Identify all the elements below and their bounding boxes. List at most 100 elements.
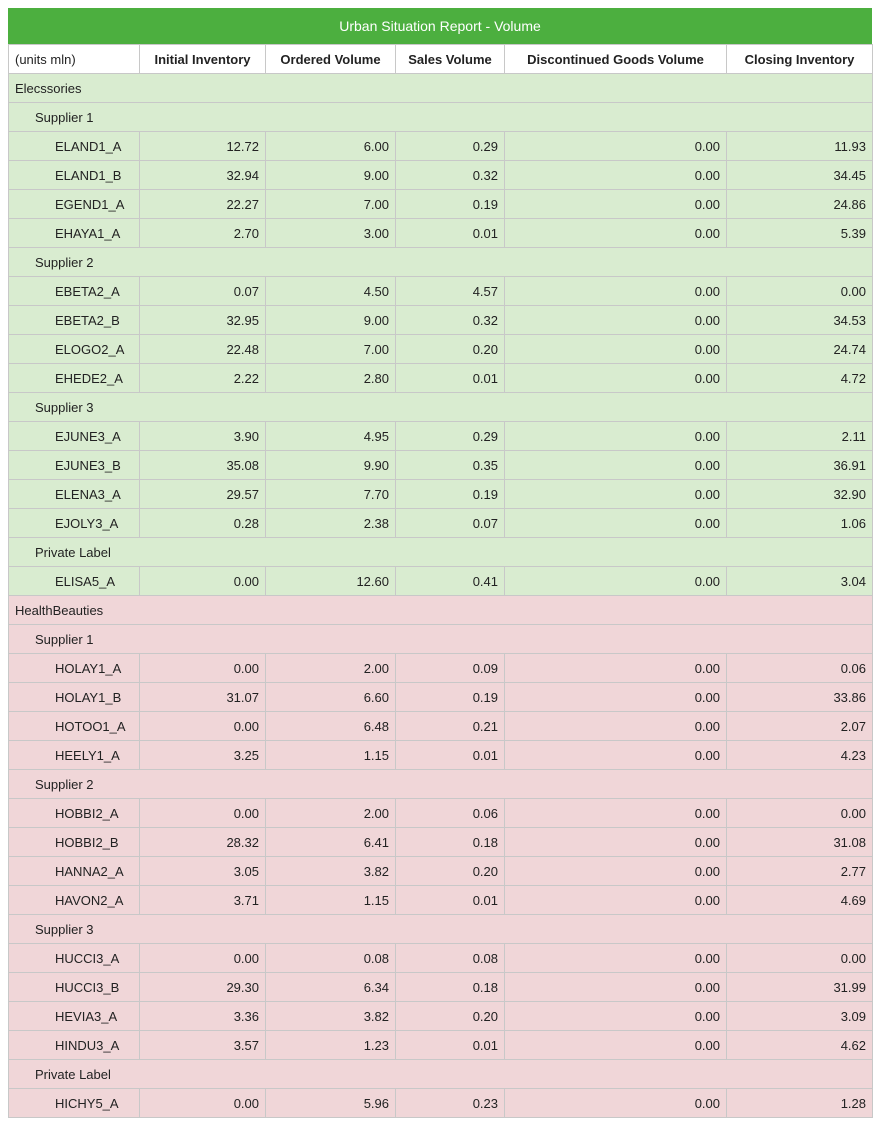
- table-row[interactable]: HINDU3_A 3.57 1.23 0.01 0.00 4.62: [8, 1030, 873, 1060]
- product-code: HOBBI2_B: [8, 827, 140, 857]
- sales-volume-cell: 0.20: [395, 1001, 505, 1031]
- category-row[interactable]: HealthBeauties: [8, 595, 873, 625]
- table-row[interactable]: EJOLY3_A 0.28 2.38 0.07 0.00 1.06: [8, 508, 873, 538]
- table-row[interactable]: HICHY5_A 0.00 5.96 0.23 0.00 1.28: [8, 1088, 873, 1118]
- closing-inventory-cell: 0.00: [726, 276, 873, 306]
- category-group: HealthBeauties Supplier 1 HOLAY1_A 0.00 2.00…: [8, 595, 873, 1118]
- table-row[interactable]: ELISA5_A 0.00 12.60 0.41 0.00 3.04: [8, 566, 873, 596]
- table-row[interactable]: EHAYA1_A 2.70 3.00 0.01 0.00 5.39: [8, 218, 873, 248]
- discontinued-volume-cell: 0.00: [504, 450, 727, 480]
- ordered-volume-cell: 6.00: [265, 131, 396, 161]
- supplier-row[interactable]: Supplier 1: [8, 102, 873, 132]
- initial-inventory-cell: 0.00: [139, 798, 266, 828]
- supplier-label: Supplier 1: [8, 102, 873, 132]
- supplier-row[interactable]: Supplier 2: [8, 769, 873, 799]
- discontinued-volume-cell: 0.00: [504, 1088, 727, 1118]
- table-row[interactable]: ELENA3_A 29.57 7.70 0.19 0.00 32.90: [8, 479, 873, 509]
- ordered-volume-cell: 4.95: [265, 421, 396, 451]
- discontinued-volume-cell: 0.00: [504, 421, 727, 451]
- supplier-row[interactable]: Supplier 3: [8, 914, 873, 944]
- table-row[interactable]: HOBBI2_B 28.32 6.41 0.18 0.00 31.08: [8, 827, 873, 857]
- discontinued-volume-cell: 0.00: [504, 334, 727, 364]
- supplier-row[interactable]: Supplier 2: [8, 247, 873, 277]
- product-code: EJUNE3_A: [8, 421, 140, 451]
- product-code: EBETA2_B: [8, 305, 140, 335]
- table-row[interactable]: ELAND1_A 12.72 6.00 0.29 0.00 11.93: [8, 131, 873, 161]
- table-row[interactable]: HOLAY1_B 31.07 6.60 0.19 0.00 33.86: [8, 682, 873, 712]
- sales-volume-cell: 0.19: [395, 189, 505, 219]
- sales-volume-cell: 0.19: [395, 479, 505, 509]
- product-code: HOLAY1_B: [8, 682, 140, 712]
- ordered-volume-cell: 2.80: [265, 363, 396, 393]
- ordered-volume-cell: 2.00: [265, 653, 396, 683]
- category-row[interactable]: Elecssories: [8, 73, 873, 103]
- sales-volume-cell: 4.57: [395, 276, 505, 306]
- closing-inventory-cell: 24.74: [726, 334, 873, 364]
- closing-inventory-cell: 5.39: [726, 218, 873, 248]
- product-code: ELOGO2_A: [8, 334, 140, 364]
- discontinued-volume-cell: 0.00: [504, 305, 727, 335]
- discontinued-volume-cell: 0.00: [504, 740, 727, 770]
- initial-inventory-cell: 29.57: [139, 479, 266, 509]
- table-row[interactable]: HUCCI3_A 0.00 0.08 0.08 0.00 0.00: [8, 943, 873, 973]
- closing-inventory-cell: 1.28: [726, 1088, 873, 1118]
- ordered-volume-cell: 6.60: [265, 682, 396, 712]
- product-code: EJUNE3_B: [8, 450, 140, 480]
- ordered-volume-cell: 2.00: [265, 798, 396, 828]
- table-row[interactable]: EJUNE3_B 35.08 9.90 0.35 0.00 36.91: [8, 450, 873, 480]
- table-row[interactable]: HEVIA3_A 3.36 3.82 0.20 0.00 3.09: [8, 1001, 873, 1031]
- ordered-volume-cell: 9.00: [265, 305, 396, 335]
- initial-inventory-cell: 28.32: [139, 827, 266, 857]
- sales-volume-cell: 0.01: [395, 1030, 505, 1060]
- closing-inventory-cell: 1.06: [726, 508, 873, 538]
- table-row[interactable]: HOLAY1_A 0.00 2.00 0.09 0.00 0.06: [8, 653, 873, 683]
- initial-inventory-cell: 32.95: [139, 305, 266, 335]
- initial-inventory-cell: 0.07: [139, 276, 266, 306]
- initial-inventory-cell: 35.08: [139, 450, 266, 480]
- table-row[interactable]: ELAND1_B 32.94 9.00 0.32 0.00 34.45: [8, 160, 873, 190]
- supplier-row[interactable]: Supplier 1: [8, 624, 873, 654]
- product-code: HINDU3_A: [8, 1030, 140, 1060]
- closing-inventory-cell: 4.23: [726, 740, 873, 770]
- initial-inventory-cell: 3.25: [139, 740, 266, 770]
- table-row[interactable]: EBETA2_A 0.07 4.50 4.57 0.00 0.00: [8, 276, 873, 306]
- table-row[interactable]: HUCCI3_B 29.30 6.34 0.18 0.00 31.99: [8, 972, 873, 1002]
- table-row[interactable]: EHEDE2_A 2.22 2.80 0.01 0.00 4.72: [8, 363, 873, 393]
- sales-volume-cell: 0.01: [395, 885, 505, 915]
- table-row[interactable]: ELOGO2_A 22.48 7.00 0.20 0.00 24.74: [8, 334, 873, 364]
- table-row[interactable]: HANNA2_A 3.05 3.82 0.20 0.00 2.77: [8, 856, 873, 886]
- closing-inventory-cell: 33.86: [726, 682, 873, 712]
- header-closing-inventory: Closing Inventory: [726, 44, 873, 74]
- discontinued-volume-cell: 0.00: [504, 218, 727, 248]
- initial-inventory-cell: 32.94: [139, 160, 266, 190]
- product-code: EJOLY3_A: [8, 508, 140, 538]
- initial-inventory-cell: 0.00: [139, 566, 266, 596]
- sales-volume-cell: 0.20: [395, 856, 505, 886]
- table-row[interactable]: HEELY1_A 3.25 1.15 0.01 0.00 4.23: [8, 740, 873, 770]
- table-row[interactable]: EGEND1_A 22.27 7.00 0.19 0.00 24.86: [8, 189, 873, 219]
- table-row[interactable]: HAVON2_A 3.71 1.15 0.01 0.00 4.69: [8, 885, 873, 915]
- closing-inventory-cell: 0.00: [726, 943, 873, 973]
- table-row[interactable]: EBETA2_B 32.95 9.00 0.32 0.00 34.53: [8, 305, 873, 335]
- discontinued-volume-cell: 0.00: [504, 566, 727, 596]
- product-code: HUCCI3_A: [8, 943, 140, 973]
- product-code: EGEND1_A: [8, 189, 140, 219]
- header-initial-inventory: Initial Inventory: [139, 44, 266, 74]
- closing-inventory-cell: 0.06: [726, 653, 873, 683]
- closing-inventory-cell: 3.04: [726, 566, 873, 596]
- closing-inventory-cell: 11.93: [726, 131, 873, 161]
- supplier-row[interactable]: Private Label: [8, 1059, 873, 1089]
- initial-inventory-cell: 3.36: [139, 1001, 266, 1031]
- table-row[interactable]: EJUNE3_A 3.90 4.95 0.29 0.00 2.11: [8, 421, 873, 451]
- header-ordered-volume: Ordered Volume: [265, 44, 396, 74]
- initial-inventory-cell: 3.05: [139, 856, 266, 886]
- closing-inventory-cell: 3.09: [726, 1001, 873, 1031]
- product-code: HUCCI3_B: [8, 972, 140, 1002]
- header-sales-volume: Sales Volume: [395, 44, 505, 74]
- table-row[interactable]: HOTOO1_A 0.00 6.48 0.21 0.00 2.07: [8, 711, 873, 741]
- table-row[interactable]: HOBBI2_A 0.00 2.00 0.06 0.00 0.00: [8, 798, 873, 828]
- ordered-volume-cell: 6.41: [265, 827, 396, 857]
- supplier-row[interactable]: Private Label: [8, 537, 873, 567]
- supplier-row[interactable]: Supplier 3: [8, 392, 873, 422]
- ordered-volume-cell: 2.38: [265, 508, 396, 538]
